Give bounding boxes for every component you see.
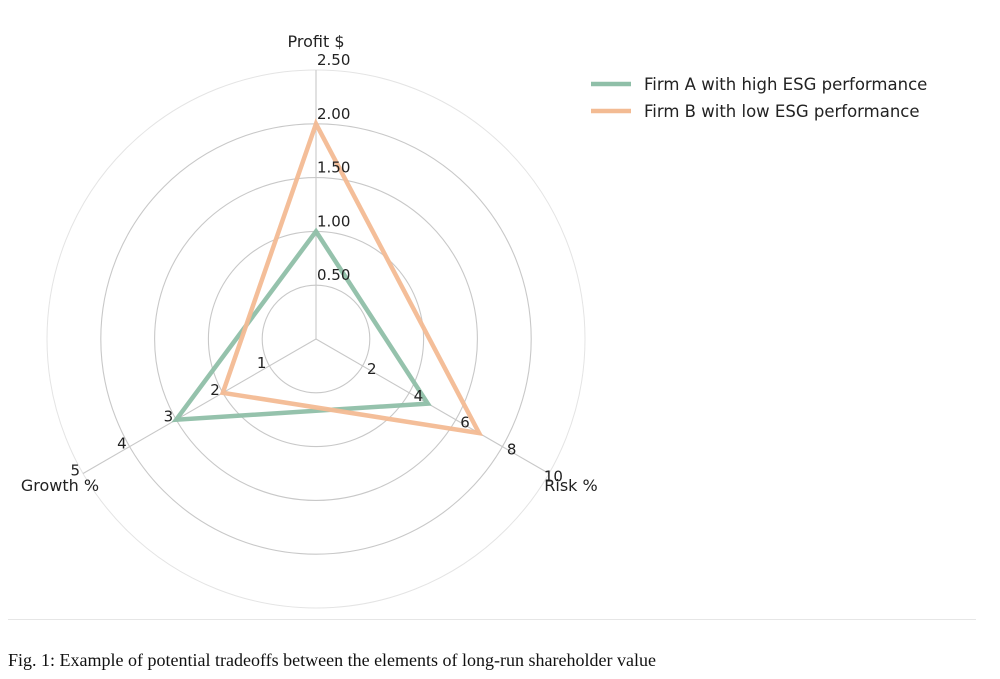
axis-label: Growth % [21,476,99,495]
tick-label: 6 [460,414,470,432]
tick-label: 3 [164,408,174,426]
tick-label: 2 [210,381,220,399]
tick-label: 1.00 [317,212,350,230]
tick-label: 2 [367,360,377,378]
tick-label: 0.50 [317,266,350,284]
series-line-2 [219,118,484,437]
tick-label: 4 [414,387,424,405]
tick-label: 1 [257,354,267,372]
axis-label: Profit $ [288,32,345,51]
chart-series [171,118,484,437]
tick-label: 4 [117,435,127,453]
axis-labels: Profit $ Risk % Growth % [21,32,598,495]
tick-label: 10 [544,468,563,486]
legend-label: Firm B with low ESG performance [644,102,920,121]
tick-label: 1.50 [317,159,350,177]
tick-label: 5 [70,462,80,480]
axis-label: Risk % [544,476,597,495]
axis-line [315,338,550,474]
tick-label: 2.50 [317,51,350,69]
axis-line [82,338,317,474]
legend-label: Firm A with high ESG performance [644,75,927,94]
tick-label: 2.00 [317,105,350,123]
chart-grid [46,69,586,609]
tick-label: 8 [507,441,517,459]
chart-legend: Firm A with high ESG performance Firm B w… [591,75,927,121]
figure-caption: Fig. 1: Example of potential tradeoffs b… [8,650,656,670]
divider [8,619,976,620]
